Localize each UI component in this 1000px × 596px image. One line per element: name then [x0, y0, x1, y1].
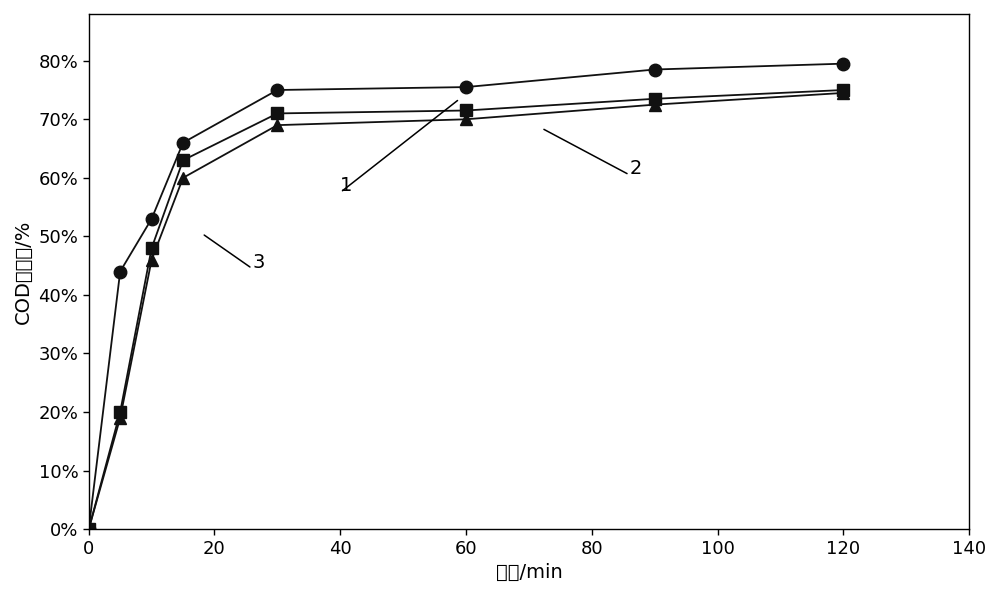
X-axis label: 时间/min: 时间/min [496, 563, 562, 582]
Text: 3: 3 [252, 253, 265, 272]
Text: 1: 1 [340, 176, 353, 195]
Y-axis label: COD去除率/%: COD去除率/% [14, 219, 33, 324]
Text: 2: 2 [629, 159, 642, 178]
